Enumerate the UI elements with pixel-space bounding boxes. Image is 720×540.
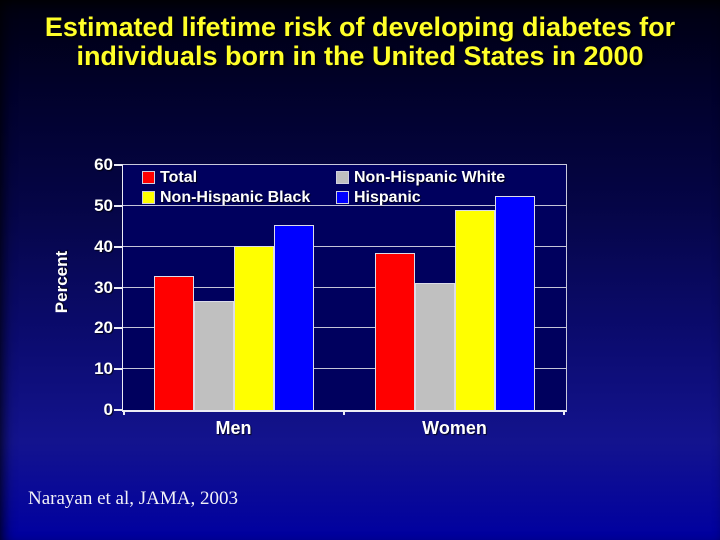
y-tick-mark xyxy=(114,368,122,371)
bar-non-hispanic-black-women xyxy=(454,209,495,410)
slide-title-line-1: Estimated lifetime risk of developing di… xyxy=(44,12,676,42)
legend-label: Non-Hispanic White xyxy=(354,168,506,186)
y-tick-label: 0 xyxy=(103,400,113,419)
legend-swatch-non-hispanic-black xyxy=(142,191,155,204)
y-axis-title: Percent xyxy=(52,250,71,314)
y-tick-label: 40 xyxy=(94,236,113,256)
y-tick-label: 30 xyxy=(94,277,113,297)
bar-total-men xyxy=(153,276,194,410)
plot-area: Total Non-Hispanic White Non-Hispanic Blac… xyxy=(94,155,567,438)
y-tick-mark xyxy=(114,164,122,166)
gridline xyxy=(123,286,566,288)
bar-non-hispanic-white-women xyxy=(414,282,455,410)
chart-legend: Total Non-Hispanic White Non-Hispanic Blac… xyxy=(142,168,505,207)
slide-title-line-2: individuals born in the United States in… xyxy=(76,41,644,71)
legend-item: Total xyxy=(142,168,336,187)
y-tick-label: 50 xyxy=(94,195,113,215)
gridline xyxy=(123,327,566,329)
y-tick-mark xyxy=(114,286,122,289)
y-tick-mark xyxy=(114,327,122,330)
legend-label: Total xyxy=(160,168,198,186)
gridline xyxy=(123,368,566,370)
gridline xyxy=(123,204,566,206)
legend-label: Hispanic xyxy=(354,188,421,206)
legend-swatch-non-hispanic-white xyxy=(336,171,349,184)
bar-hispanic-men xyxy=(273,224,314,410)
bar-hispanic-women xyxy=(494,195,535,410)
y-tick-mark xyxy=(114,409,122,411)
x-tick-mark xyxy=(343,410,345,415)
legend-item: Hispanic xyxy=(336,188,505,207)
citation-text: Narayan et al, JAMA, 2003 xyxy=(28,488,239,509)
legend-label: Non-Hispanic Black xyxy=(160,188,311,206)
legend-item: Non-Hispanic White xyxy=(336,168,505,187)
x-category-label: Men xyxy=(215,418,252,438)
x-tick-mark xyxy=(123,410,125,415)
gridline xyxy=(123,245,566,247)
x-tick-mark xyxy=(563,410,565,415)
legend-swatch-total xyxy=(142,171,155,184)
legend-swatch-hispanic xyxy=(336,191,349,204)
y-tick-label: 10 xyxy=(94,359,113,379)
x-category-label: Women xyxy=(422,418,487,438)
bar-total-women xyxy=(374,252,415,410)
slide-title: Estimated lifetime risk of developing di… xyxy=(0,13,720,71)
y-tick-mark xyxy=(114,245,122,248)
bar-non-hispanic-white-men xyxy=(193,300,234,410)
y-tick-label: 20 xyxy=(94,318,113,338)
legend-item: Non-Hispanic Black xyxy=(142,188,336,207)
y-tick-mark xyxy=(114,204,122,207)
y-tick-label: 60 xyxy=(94,155,113,174)
bar-non-hispanic-black-men xyxy=(233,245,274,410)
